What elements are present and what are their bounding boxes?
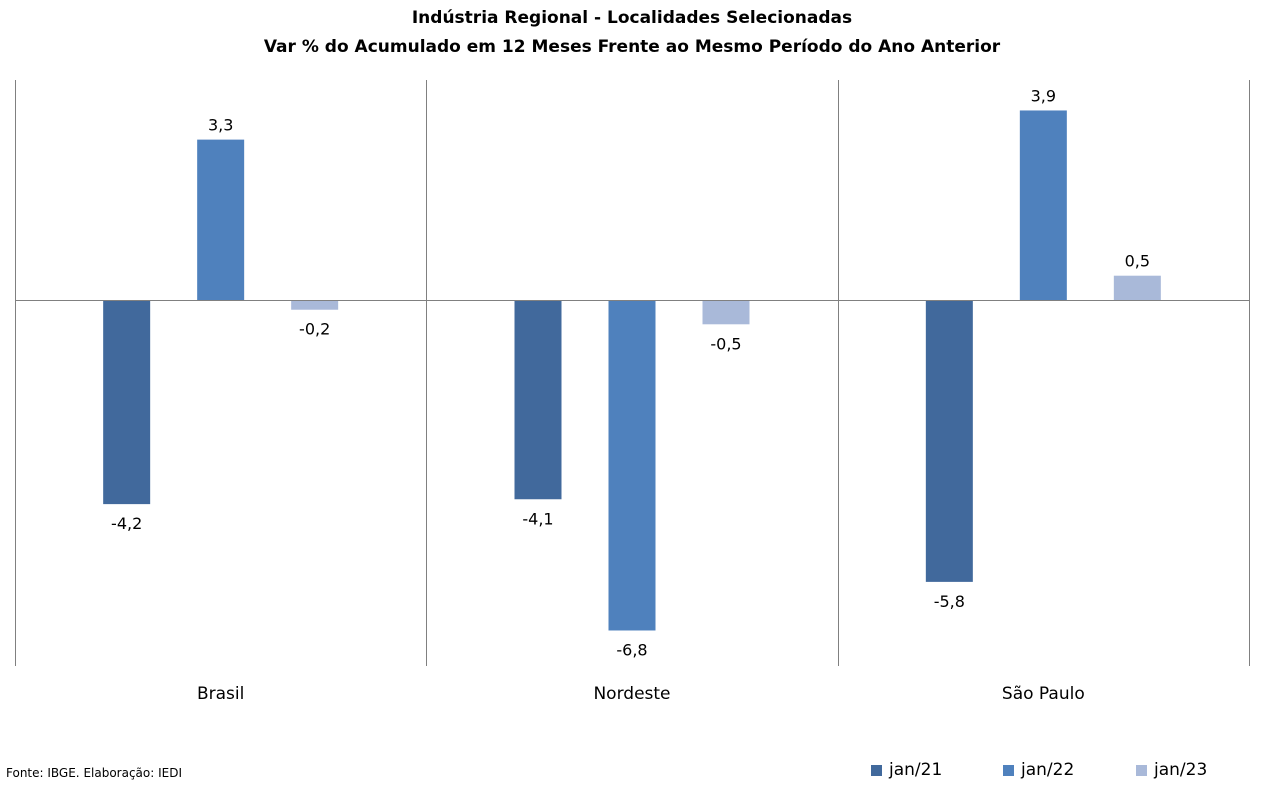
legend-item-jan21: jan/21 [871,760,942,780]
bar [608,300,656,631]
legend-label: jan/22 [1021,760,1075,780]
data-label: 0,5 [1125,252,1150,271]
bar [925,300,973,582]
legend-item-jan23: jan/23 [1136,760,1207,780]
category-label: Nordeste [593,684,670,704]
chart-title: Indústria Regional - Localidades Selecio… [411,8,853,28]
bar [291,300,339,310]
legend-swatch [1136,764,1147,776]
chart-subtitle: Var % do Acumulado em 12 Meses Frente ao… [263,37,1001,57]
data-label: -5,8 [934,592,965,611]
category-label: Brasil [197,684,244,704]
data-label: -4,1 [522,509,553,528]
category-label: São Paulo [1002,684,1085,704]
legend-label: jan/23 [1154,760,1208,780]
data-label: -4,2 [111,514,142,533]
source-note: Fonte: IBGE. Elaboração: IEDI [6,766,183,780]
legend-item-jan22: jan/22 [1003,760,1074,780]
legend-swatch [1003,764,1014,776]
bar [197,139,245,300]
bar [103,300,151,505]
data-label: -6,8 [616,640,647,659]
data-label: 3,3 [208,116,233,135]
legend-swatch [871,764,882,776]
bar [1113,275,1161,300]
bar [1019,110,1067,301]
data-label: -0,2 [299,320,330,339]
data-label: 3,9 [1031,86,1056,105]
data-label: -0,5 [710,334,741,353]
bar [514,300,562,500]
bar [702,300,750,325]
legend-label: jan/21 [889,760,943,780]
